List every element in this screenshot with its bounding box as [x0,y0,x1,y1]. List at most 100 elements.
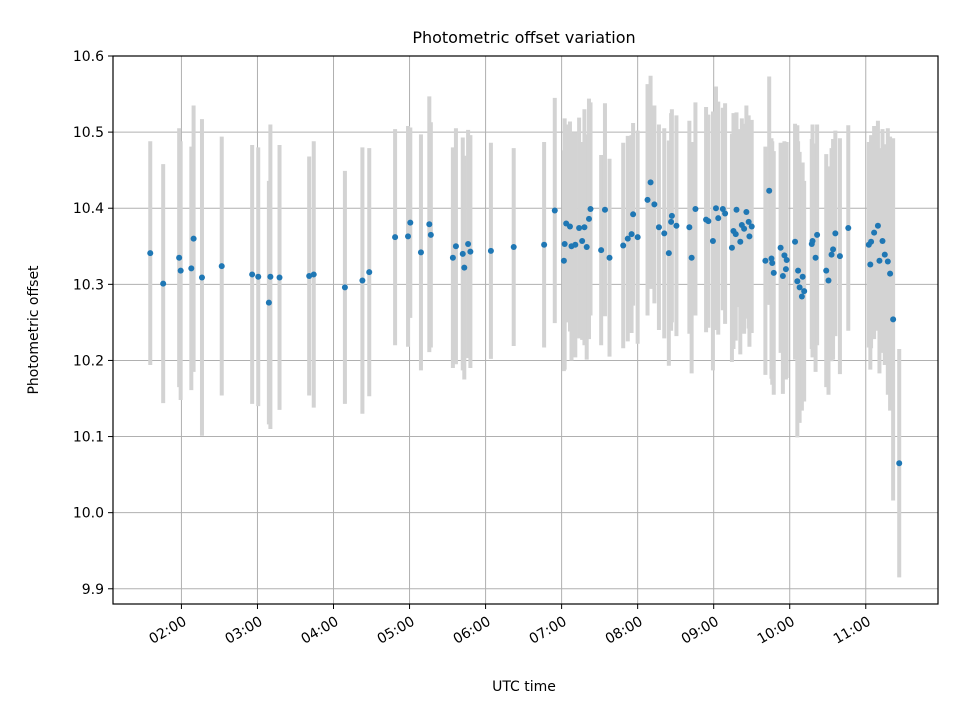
data-point [255,273,262,280]
data-point [426,221,433,228]
data-point [459,250,466,257]
data-point [768,255,775,262]
data-point [814,231,821,238]
data-point [728,244,735,251]
data-point [668,218,675,225]
data-point [887,270,894,277]
data-point [762,257,769,264]
data-point [673,222,680,229]
data-point [541,241,548,248]
data-point [560,257,567,264]
data-point [709,237,716,244]
data-point [176,254,183,261]
data-point [405,233,412,240]
data-point [812,254,819,261]
data-point [310,271,317,278]
data-point [467,248,474,255]
data-point [651,201,658,208]
data-point [688,254,695,261]
data-point [879,237,886,244]
y-tick-label: 9.9 [82,582,104,598]
data-point [777,244,784,251]
data-point [881,251,888,258]
data-point [647,179,654,186]
data-point [825,277,832,284]
data-point [581,224,588,231]
data-point [871,229,878,236]
data-point [461,264,468,271]
data-point [218,263,225,270]
data-point [715,215,722,222]
data-point [769,260,776,267]
data-point [452,243,459,250]
data-point [644,196,651,203]
data-point [177,267,184,274]
data-point [795,267,802,274]
data-point [598,247,605,254]
data-point [655,224,662,231]
data-point [198,274,205,281]
data-point [796,284,803,291]
data-point [799,273,806,280]
data-point [449,254,456,261]
data-point [366,269,373,276]
data-point [276,274,283,281]
data-point [188,265,195,272]
data-point [732,231,739,238]
data-point [746,233,753,240]
data-point [770,269,777,276]
data-point [417,249,424,256]
data-point [766,187,773,194]
data-point [781,252,788,259]
data-point [722,210,729,217]
data-point [341,284,348,291]
plot-area-frame [112,55,939,605]
data-point [392,234,399,241]
data-point [741,225,748,232]
data-point [601,206,608,213]
data-point [748,223,755,230]
data-point [407,219,414,226]
data-point [868,238,875,245]
data-point [572,241,579,248]
y-tick-label: 10.6 [73,49,104,65]
data-point [686,224,693,231]
data-point [896,460,903,467]
y-tick-label: 10.1 [73,430,104,446]
data-point [779,272,786,279]
data-point [306,272,313,279]
data-point [801,288,808,295]
data-point [719,205,726,212]
data-point [606,254,613,261]
data-point [665,250,672,257]
data-point [487,247,494,254]
data-point [160,280,167,287]
data-point [874,222,881,229]
data-point [836,253,843,260]
data-point [587,205,594,212]
data-point [249,271,256,278]
data-point [579,237,586,244]
data-point [576,225,583,232]
data-point [624,235,631,242]
data-point [190,235,197,242]
data-point [783,256,790,263]
data-point [359,277,366,284]
data-point [620,242,627,249]
data-point [705,218,712,225]
data-point [828,251,835,258]
x-axis-label: UTC time [492,679,556,695]
y-tick-label: 10.5 [73,125,104,141]
data-point [634,234,641,241]
y-tick-label: 10.2 [73,353,104,369]
data-point [566,223,573,230]
data-point [845,225,852,232]
data-point [792,238,799,245]
data-point [737,238,744,245]
data-point [583,244,590,251]
data-point [743,209,750,216]
data-point [867,261,874,268]
y-axis-ticks: 9.9 10.0 10.1 10.2 10.3 10.4 10.5 10.6 [73,49,113,598]
y-tick-label: 10.0 [73,506,104,522]
